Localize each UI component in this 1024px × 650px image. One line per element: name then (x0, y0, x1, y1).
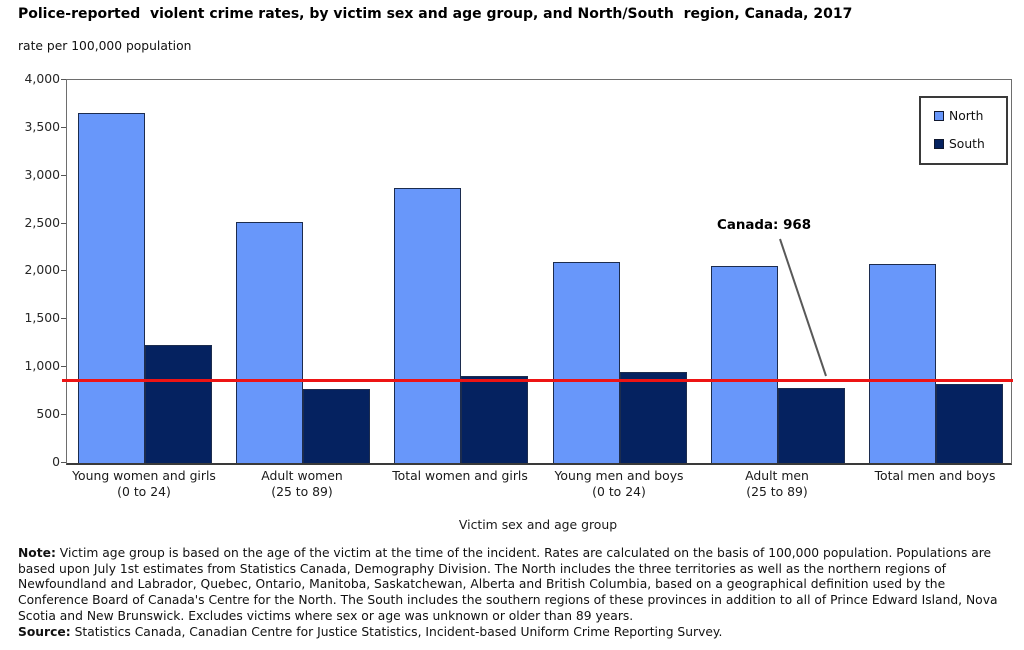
bar-north-0 (78, 113, 145, 463)
legend-item-south: South (934, 136, 1006, 151)
y-tick-label: 2,000 (24, 262, 60, 277)
y-tick-label: 2,500 (24, 215, 60, 230)
x-category-label-4: Adult men (25 to 89) (689, 468, 865, 499)
legend: North South (919, 96, 1008, 165)
x-category-label-0: Young women and girls (0 to 24) (56, 468, 232, 499)
south-swatch-icon (934, 138, 944, 149)
y-axis-unit-label: rate per 100,000 population (18, 39, 192, 53)
x-category-label-line: Total women and girls (392, 468, 528, 483)
bar-south-1 (303, 389, 370, 463)
x-category-label-line: Adult men (745, 468, 809, 483)
y-tick-label: 1,000 (24, 358, 60, 373)
x-axis-title: Victim sex and age group (458, 517, 618, 532)
y-tick-label: 3,500 (24, 119, 60, 134)
y-tick-mark (61, 127, 66, 128)
note-paragraph: Note: Victim age group is based on the a… (18, 546, 1014, 625)
x-category-label-line: Young men and boys (554, 468, 684, 483)
y-tick-mark (61, 318, 66, 319)
x-category-label-line: Total men and boys (874, 468, 996, 483)
x-category-label-line: Adult women (261, 468, 343, 483)
y-tick-mark (61, 414, 66, 415)
y-tick-mark (61, 270, 66, 271)
canada-reference-line (62, 379, 1013, 382)
canada-annotation: Canada: 968 (717, 218, 812, 233)
legend-item-north: North (934, 108, 1006, 123)
bar-south-4 (778, 388, 845, 463)
bar-south-3 (620, 372, 687, 463)
source-paragraph: Source: Statistics Canada, Canadian Cent… (18, 625, 1014, 641)
bar-north-3 (553, 262, 620, 463)
x-category-label-line: (0 to 24) (592, 483, 646, 499)
y-tick-mark (61, 79, 66, 80)
bar-north-4 (711, 266, 778, 463)
bar-north-1 (236, 222, 303, 463)
legend-label-north: North (949, 108, 984, 123)
plot-area: Canada: 968 North South (62, 79, 1013, 465)
source-label: Source: (18, 624, 71, 639)
y-tick-label: 4,000 (24, 71, 60, 86)
y-tick-mark (61, 223, 66, 224)
bar-south-5 (936, 384, 1003, 463)
y-tick-mark (61, 462, 66, 463)
note-text: Victim age group is based on the age of … (18, 546, 998, 623)
notes-block: Note: Victim age group is based on the a… (18, 546, 1014, 640)
x-category-label-line: Young women and girls (72, 468, 216, 483)
y-tick-label: 0 (52, 454, 60, 469)
bar-north-5 (869, 264, 936, 463)
bar-north-2 (394, 188, 461, 463)
x-category-label-3: Young men and boys (0 to 24) (531, 468, 707, 499)
bar-south-0 (145, 345, 212, 463)
x-category-label-5: Total men and boys (847, 468, 1023, 484)
x-category-label-line: (25 to 89) (746, 483, 808, 499)
x-category-label-line: (0 to 24) (117, 483, 171, 499)
legend-label-south: South (949, 136, 985, 151)
source-text: Statistics Canada, Canadian Centre for J… (70, 624, 723, 639)
y-tick-mark (61, 366, 66, 367)
bar-south-2 (461, 376, 528, 463)
y-tick-mark (61, 175, 66, 176)
y-tick-label: 500 (36, 406, 60, 421)
x-category-label-line: (25 to 89) (271, 483, 333, 499)
y-tick-label: 1,500 (24, 310, 60, 325)
x-category-label-2: Total women and girls (372, 468, 548, 484)
x-category-label-1: Adult women (25 to 89) (214, 468, 390, 499)
north-swatch-icon (934, 110, 944, 121)
y-tick-label: 3,000 (24, 167, 60, 182)
chart-title: Police-reported violent crime rates, by … (18, 6, 853, 22)
note-label: Note: (18, 546, 56, 560)
